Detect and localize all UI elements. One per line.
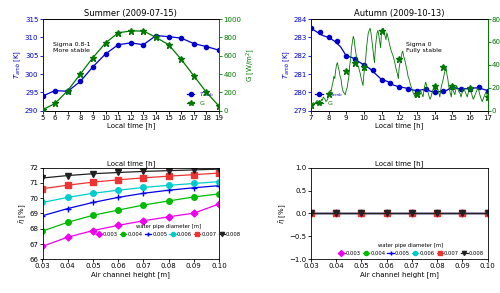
- Title: Summer (2009-07-15): Summer (2009-07-15): [84, 9, 177, 18]
- X-axis label: Local time [h]: Local time [h]: [375, 122, 424, 129]
- Y-axis label: $T_{amb}$ [K]: $T_{amb}$ [K]: [282, 50, 292, 79]
- Legend: $T_{amb}$, G: $T_{amb}$, G: [314, 89, 344, 108]
- Title: Local time [h]: Local time [h]: [106, 160, 155, 167]
- Legend: $T_{amb}$, G: $T_{amb}$, G: [186, 89, 216, 108]
- Y-axis label: G [W/m$^2$]: G [W/m$^2$]: [244, 48, 257, 82]
- Y-axis label: $\bar{\eta}$ [%]: $\bar{\eta}$ [%]: [17, 203, 28, 224]
- X-axis label: Local time [h]: Local time [h]: [106, 122, 155, 129]
- Title: Local time [h]: Local time [h]: [375, 160, 424, 167]
- Y-axis label: $\bar{\eta}$ [%]: $\bar{\eta}$ [%]: [278, 203, 288, 224]
- Legend: 0.003, 0.004, 0.005, 0.006, 0.007, 0.008: 0.003, 0.004, 0.005, 0.006, 0.007, 0.008: [94, 224, 242, 238]
- Title: Autumn (2009-10-13): Autumn (2009-10-13): [354, 9, 444, 18]
- Text: Sigma 0.8-1
More stable: Sigma 0.8-1 More stable: [53, 42, 90, 53]
- Text: Sigma 0
Fully stable: Sigma 0 Fully stable: [406, 42, 442, 53]
- Legend: 0.003, 0.004, 0.005, 0.006, 0.007, 0.008: 0.003, 0.004, 0.005, 0.006, 0.007, 0.008: [337, 242, 485, 257]
- Y-axis label: $T_{amb}$ [K]: $T_{amb}$ [K]: [13, 50, 24, 79]
- X-axis label: Air channel height [m]: Air channel height [m]: [360, 271, 438, 277]
- X-axis label: Air channel height [m]: Air channel height [m]: [92, 271, 170, 277]
